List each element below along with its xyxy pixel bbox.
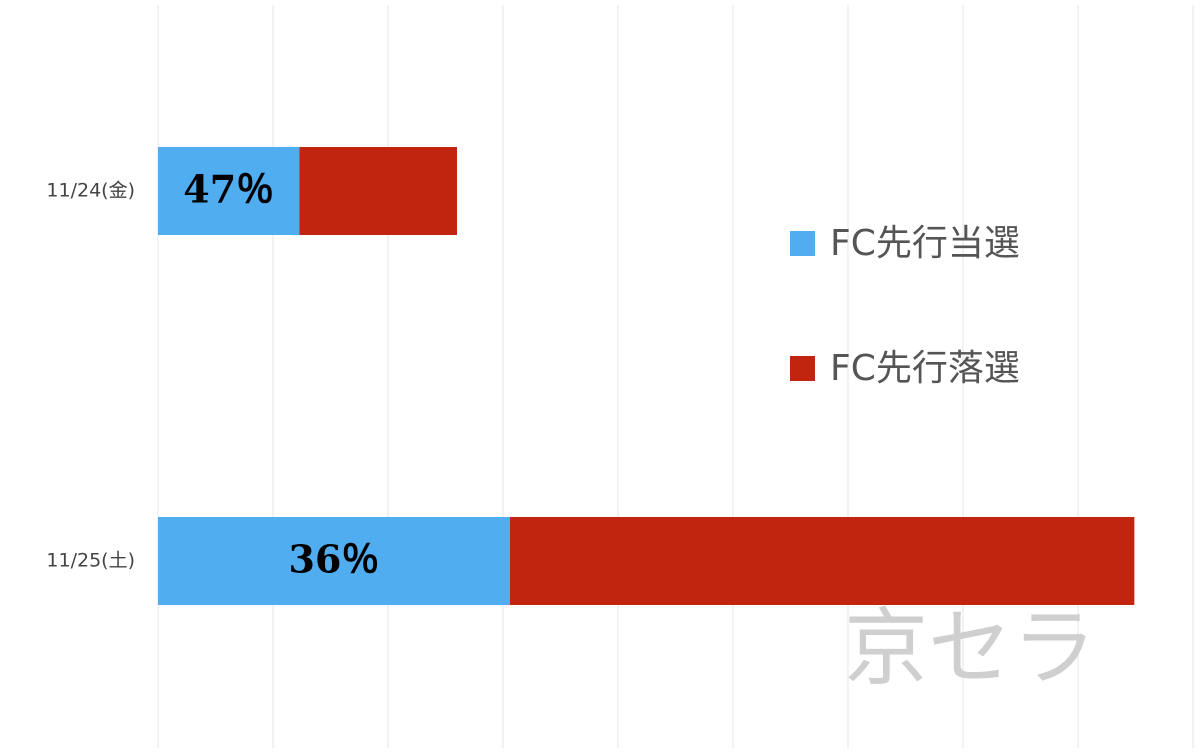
bar-segment	[158, 517, 510, 605]
legend-swatch	[790, 356, 815, 381]
legend-label: FC先行落選	[830, 348, 1020, 389]
legend-swatch	[790, 231, 815, 256]
data-label: 47％	[183, 167, 274, 212]
y-tick-label: 11/24(金)	[46, 180, 135, 202]
watermark: 京セラ	[844, 599, 1096, 697]
bar-segment	[299, 147, 457, 235]
legend-label: FC先行当選	[830, 223, 1020, 264]
bar-segment	[158, 147, 300, 235]
bar-segment	[509, 517, 1135, 605]
data-label: 36％	[289, 537, 380, 582]
grid	[157, 5, 1194, 748]
y-tick-label: 11/25(土)	[46, 550, 135, 572]
